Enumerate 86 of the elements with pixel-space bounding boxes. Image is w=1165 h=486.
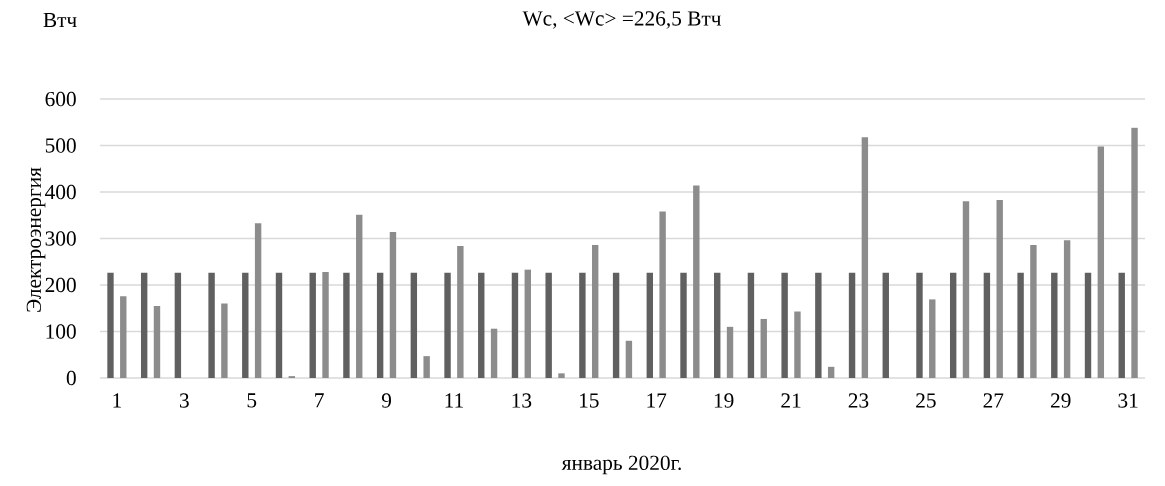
bar [781,272,788,378]
bar [827,366,835,378]
bar [140,272,148,378]
bar [848,272,856,378]
bar [579,272,586,378]
bar [760,318,767,378]
bar [107,272,114,378]
x-tick-label: 9 [381,393,391,408]
x-tick-label: 15 [580,393,599,408]
bar [174,272,182,378]
bar [916,272,923,378]
text: Втч [43,12,77,28]
bar [1063,240,1071,378]
bar [996,199,1003,378]
x-tick-label: 31 [1118,393,1138,408]
bar [659,211,666,378]
bar [1118,272,1125,378]
bar [612,272,620,378]
bar [1017,272,1024,378]
x-tick-label: 13 [512,393,532,408]
bar [646,272,654,378]
bar [120,296,127,378]
bar [815,272,822,378]
bar [309,272,316,378]
x-tick-label: 23 [848,393,869,408]
bar [242,272,249,378]
bar [1131,127,1138,378]
bar [1030,245,1037,378]
bar [524,269,531,378]
bar [1051,272,1058,378]
y-axis-title: Электроэнергия [26,167,46,312]
x-tick-label: 27 [983,393,1004,408]
chart-title: Wc, <Wc> =226,5 Втч [522,11,721,29]
bar [511,272,519,378]
bar [423,356,430,378]
bar [861,137,869,378]
y-tick-label: 400 [45,184,76,200]
bar [726,326,734,378]
x-axis-title: январь 2020г. [561,455,681,475]
bar [275,272,283,378]
bar [983,272,991,378]
x-tick-label: 11 [445,393,463,408]
x-tick-label: 17 [647,393,667,408]
x-tick-label: 5 [247,393,257,408]
x-tick-label: 29 [1050,393,1071,408]
bar [1097,146,1105,378]
y-tick-label: 0 [66,370,76,386]
bar [389,231,397,378]
bar [625,340,633,378]
bar [478,272,485,378]
bar [376,272,384,378]
y-tick-label: 200 [45,277,76,293]
bar [208,272,215,378]
x-tick-label: 7 [315,393,324,408]
bar [558,373,565,378]
bar [591,245,599,378]
bar [949,272,957,378]
y-tick-label: 100 [46,324,76,339]
bar [882,272,889,378]
bar [457,245,464,378]
bar [962,201,970,378]
bar [929,299,936,378]
bar [356,214,363,378]
x-tick-label: 21 [781,393,801,408]
bar [747,272,755,378]
bar [680,272,687,378]
bar [343,272,350,378]
x-tick-label: 1 [113,393,121,408]
y-tick-label: 600 [45,91,76,107]
bar [153,305,161,378]
y-tick-label: 300 [45,231,76,246]
bar [693,185,700,378]
bar [1084,272,1092,378]
bar [794,311,801,378]
bar [254,223,262,378]
x-tick-label: 25 [916,393,936,408]
bar [545,272,552,378]
bar [444,272,451,378]
y-tick-label: 500 [45,138,76,153]
x-tick-label: 19 [714,393,734,408]
bar [490,328,498,378]
x-tick-label: 3 [179,393,189,408]
bar [221,303,228,378]
bar [322,271,329,378]
bar [714,272,721,378]
bar [410,272,418,378]
